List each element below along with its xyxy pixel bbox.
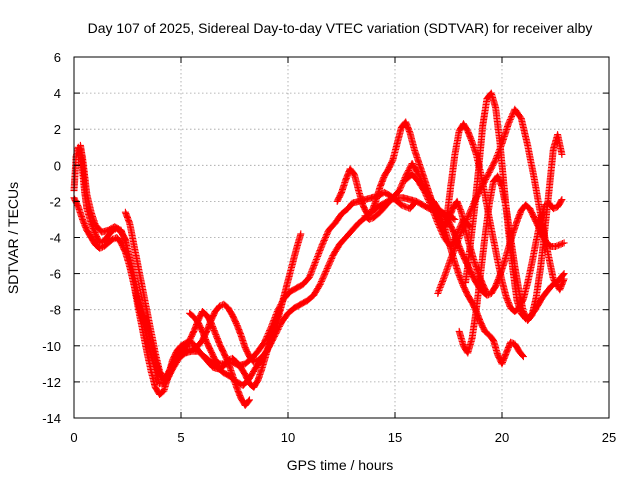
x-tick-label: 5: [177, 430, 184, 445]
y-tick-label: 6: [54, 50, 61, 65]
y-tick-label: 2: [54, 122, 61, 137]
series-marks-arc-1: [70, 143, 418, 398]
x-tick-label: 25: [602, 430, 616, 445]
series-marks-arc-9: [434, 105, 568, 297]
series-marks-arc-13: [402, 170, 474, 250]
series-arc-5: [186, 306, 283, 391]
x-tick-label: 10: [281, 430, 295, 445]
data-series: [70, 89, 568, 409]
y-axis-label: SDTVAR / TECUs: [5, 182, 21, 294]
y-tick-label: -4: [49, 231, 61, 246]
x-tick-label: 0: [70, 430, 77, 445]
x-axis-label: GPS time / hours: [287, 457, 394, 473]
series-arc-9: [434, 105, 568, 297]
y-tick-label: 4: [54, 86, 61, 101]
x-tick-label: 20: [495, 430, 509, 445]
y-tick-label: -14: [42, 411, 61, 426]
series-arc-4: [121, 208, 253, 409]
axis-ticks: 0 5 10 15 20 25 -14 -12 -10 -8 -6 -4 -2 0 2 4 6: [42, 50, 616, 445]
y-tick-label: -10: [42, 339, 61, 354]
y-tick-label: -12: [42, 375, 61, 390]
y-tick-label: -6: [49, 267, 61, 282]
series-arc-1: [70, 143, 418, 398]
series-arc-13: [402, 170, 474, 250]
y-tick-label: 0: [54, 158, 61, 173]
y-tick-label: -2: [49, 194, 61, 209]
series-marks-arc-5: [186, 306, 283, 391]
x-tick-label: 15: [388, 430, 402, 445]
y-tick-label: -8: [49, 303, 61, 318]
chart-title: Day 107 of 2025, Sidereal Day-to-day VTE…: [88, 20, 593, 36]
series-marks-arc-4: [121, 208, 253, 409]
